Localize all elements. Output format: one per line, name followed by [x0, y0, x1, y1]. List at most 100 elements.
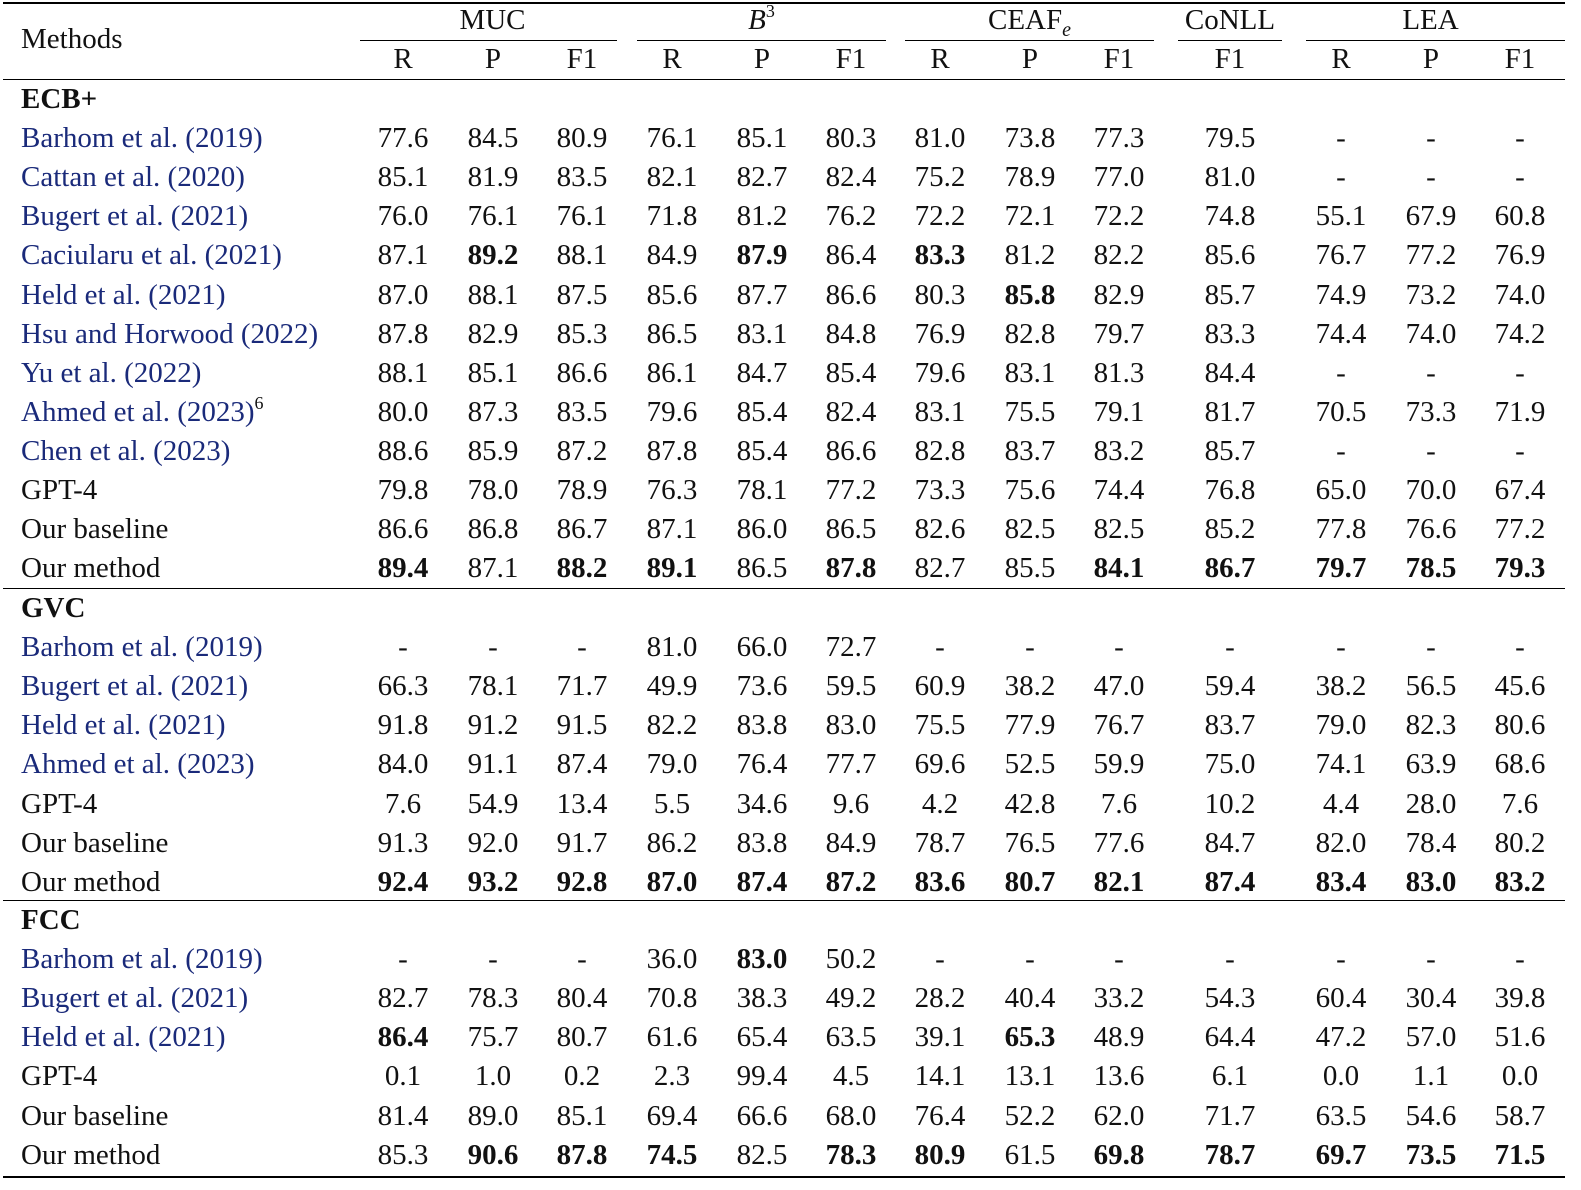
table-cell: 91.7 — [556, 826, 608, 859]
table-cell: 66.3 — [377, 670, 429, 703]
table-cell: 75.5 — [914, 709, 966, 742]
table-cell: 87.9 — [736, 239, 788, 272]
table-cell: 79.0 — [1315, 709, 1367, 742]
table-cell: 59.9 — [1093, 748, 1145, 781]
table-cell: 85.4 — [736, 395, 788, 428]
table-cell: - — [1025, 943, 1035, 976]
table-cell: 76.2 — [825, 200, 877, 233]
table-cell: 10.2 — [1204, 787, 1256, 820]
table-cell: 83.8 — [736, 826, 788, 859]
table-cell: 76.3 — [646, 474, 698, 506]
table-cell: 51.6 — [1494, 1021, 1546, 1054]
table-cell: 82.9 — [467, 317, 519, 350]
table-cell: 73.2 — [1405, 278, 1457, 311]
table-cell: 82.1 — [1093, 865, 1145, 898]
method-name: Ahmed et al. (2023)6 — [21, 393, 264, 432]
section-label-fcc: FCC — [21, 904, 81, 936]
table-cell: 83.7 — [1204, 709, 1256, 742]
method-text: Ahmed et al. (2023) — [21, 395, 255, 428]
table-cell: 83.2 — [1093, 434, 1145, 467]
table-cell: 76.1 — [646, 122, 698, 155]
table-cell: - — [1426, 356, 1436, 389]
table-cell: 85.1 — [736, 122, 788, 155]
table-cell: 82.1 — [646, 161, 698, 194]
table-cell: 78.9 — [1004, 161, 1056, 194]
table-cell: - — [1515, 356, 1525, 389]
table-cell: 82.2 — [646, 709, 698, 742]
table-cell: - — [488, 631, 498, 664]
method-text: Caciularu et al. (2021) — [21, 239, 282, 272]
table-cell: 49.9 — [646, 670, 698, 703]
table-cell: 92.4 — [377, 865, 429, 898]
table-cell: 14.1 — [914, 1060, 966, 1093]
table-cell: 81.3 — [1093, 356, 1145, 389]
table-cell: 70.0 — [1405, 474, 1457, 506]
method-text: Ahmed et al. (2023) — [21, 748, 255, 781]
method-text: GPT-4 — [21, 474, 98, 506]
table-cell: 85.3 — [556, 317, 608, 350]
table-cell: 84.7 — [1204, 826, 1256, 859]
table-cell: 71.7 — [556, 670, 608, 703]
group-header-b: B3 — [629, 2, 894, 38]
table-cell: 85.6 — [1204, 239, 1256, 272]
subcol-header: F1 — [1504, 43, 1536, 75]
table-cell: 85.3 — [377, 1138, 429, 1171]
table-cell: 66.6 — [736, 1099, 788, 1132]
table-cell: 76.7 — [1315, 239, 1367, 272]
table-cell: 85.6 — [646, 278, 698, 311]
table-cell: 69.4 — [646, 1099, 698, 1132]
group-label: LEA — [1402, 4, 1459, 36]
table-cell: 75.2 — [914, 161, 966, 194]
table-cell: 89.1 — [646, 552, 698, 585]
table-cell: 52.5 — [1004, 748, 1056, 781]
method-text: Cattan et al. (2020) — [21, 161, 245, 194]
table-cell: 6.1 — [1211, 1060, 1249, 1093]
table-cell: 87.1 — [377, 239, 429, 272]
table-cell: 28.0 — [1405, 787, 1457, 820]
table-cell: 30.4 — [1405, 982, 1457, 1015]
table-cell: 76.9 — [914, 317, 966, 350]
table-cell: 83.0 — [825, 709, 877, 742]
table-cell: 83.3 — [914, 239, 966, 272]
table-cell: 36.0 — [646, 943, 698, 976]
table-cell: 84.7 — [736, 356, 788, 389]
table-cell: 0.0 — [1322, 1060, 1360, 1093]
subcol-header: F1 — [1103, 43, 1135, 75]
table-cell: 83.0 — [1405, 865, 1457, 898]
table-cell: 77.0 — [1093, 161, 1145, 194]
table-cell: 60.8 — [1494, 200, 1546, 233]
table-cell: 83.1 — [914, 395, 966, 428]
table-cell: 76.0 — [377, 200, 429, 233]
table-cell: 39.1 — [914, 1021, 966, 1054]
table-cell: 89.0 — [467, 1099, 519, 1132]
table-cell: 80.3 — [914, 278, 966, 311]
table-cell: 86.7 — [556, 513, 608, 546]
section-rule — [3, 588, 1565, 589]
section-label-gvc: GVC — [21, 592, 86, 624]
table-cell: - — [1336, 434, 1346, 467]
table-cell: 73.3 — [1405, 395, 1457, 428]
table-cell: 78.3 — [467, 982, 519, 1015]
table-cell: 78.5 — [1405, 552, 1457, 585]
table-cell: 78.7 — [914, 826, 966, 859]
table-cell: 88.6 — [377, 434, 429, 467]
table-cell: - — [1114, 943, 1124, 976]
group-label: MUC — [459, 4, 526, 36]
table-cell: 56.5 — [1405, 670, 1457, 703]
table-cell: 74.4 — [1093, 474, 1145, 506]
table-cell: 86.4 — [825, 239, 877, 272]
table-cell: 91.1 — [467, 748, 519, 781]
table-cell: 13.1 — [1004, 1060, 1056, 1093]
table-cell: - — [935, 631, 945, 664]
table-cell: 65.0 — [1315, 474, 1367, 506]
table-cell: 67.4 — [1494, 474, 1546, 506]
table-cell: 89.2 — [467, 239, 519, 272]
table-cell: 77.6 — [1093, 826, 1145, 859]
table-cell: 82.4 — [825, 161, 877, 194]
table-cell: 77.6 — [377, 122, 429, 155]
table-cell: 87.0 — [377, 278, 429, 311]
method-name: Held et al. (2021) — [21, 1018, 226, 1057]
method-text: Bugert et al. (2021) — [21, 200, 249, 233]
group-underline — [360, 40, 617, 41]
table-cell: 85.2 — [1204, 513, 1256, 546]
